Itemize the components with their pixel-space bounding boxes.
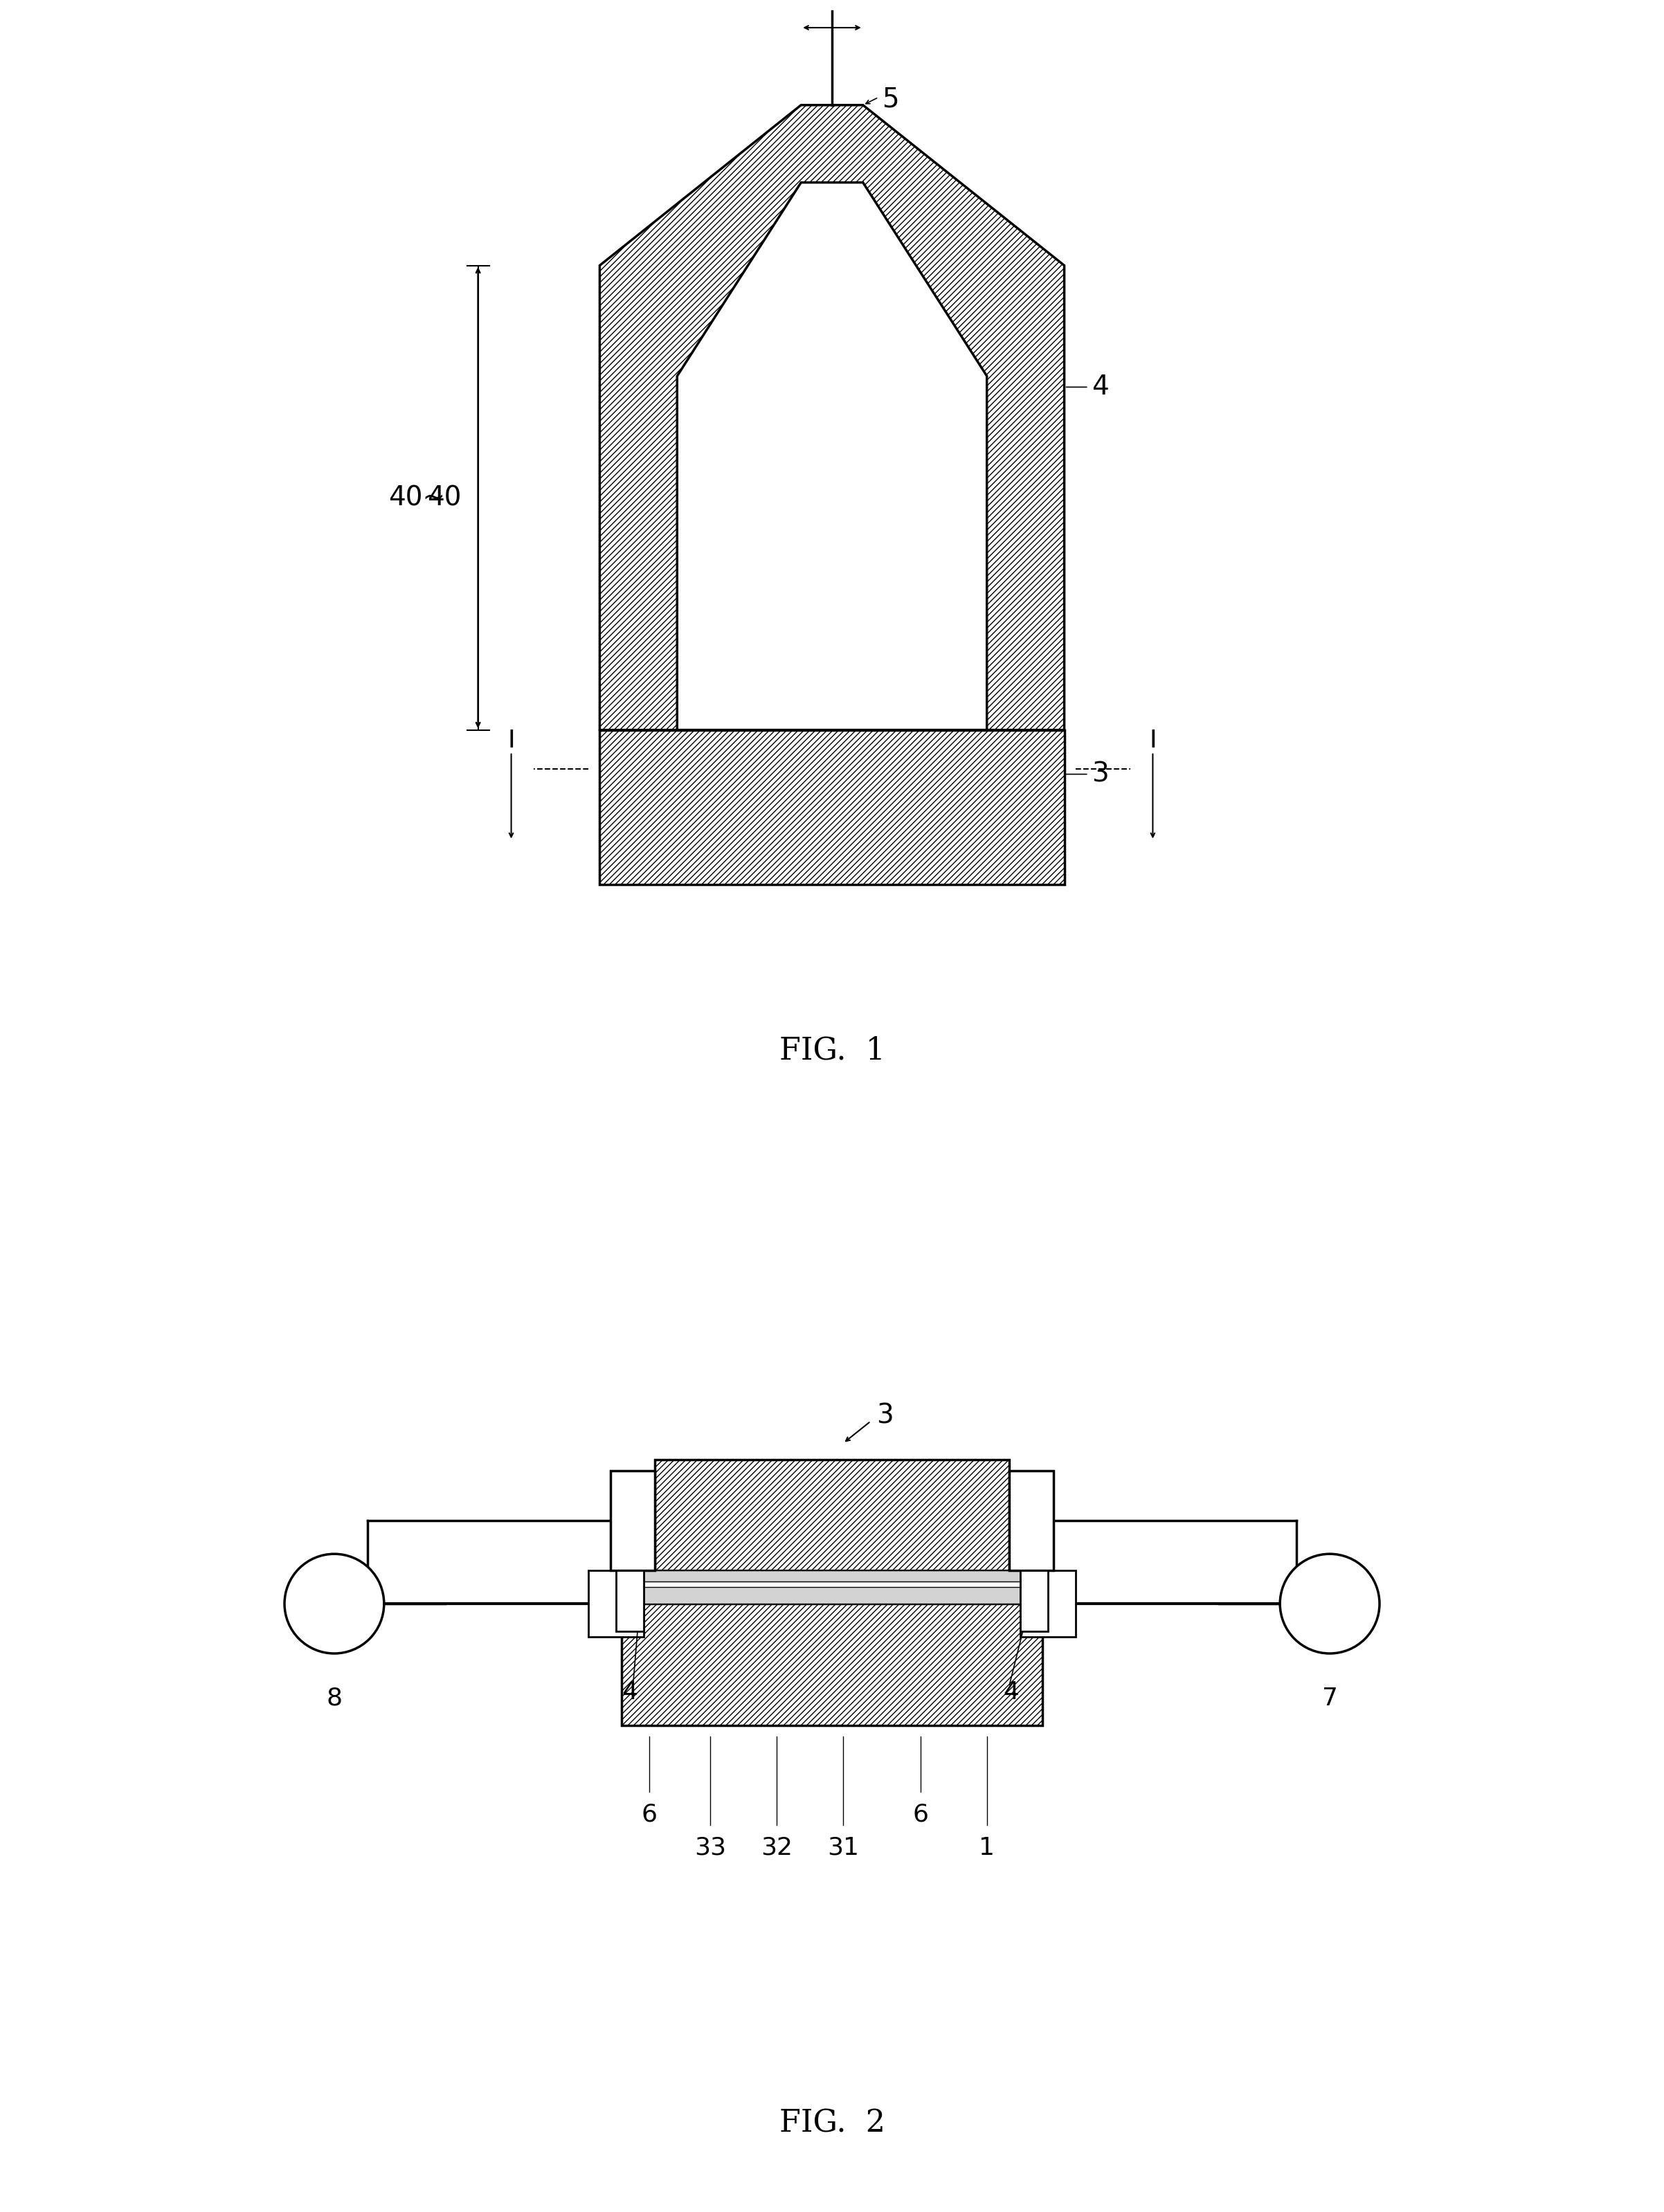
Text: 40: 40 <box>428 484 461 511</box>
Text: 5: 5 <box>882 86 899 113</box>
Bar <box>622 1604 1042 1725</box>
Text: 4: 4 <box>1092 374 1110 400</box>
Text: 3: 3 <box>877 1402 894 1429</box>
Text: 32: 32 <box>760 1836 792 1860</box>
Text: I: I <box>1150 728 1156 752</box>
Text: 33: 33 <box>694 1836 726 1860</box>
Text: FIG.  1: FIG. 1 <box>779 1035 885 1066</box>
Text: 31: 31 <box>827 1836 859 1860</box>
Bar <box>1020 1571 1048 1632</box>
Text: I: I <box>329 1588 339 1619</box>
PathPatch shape <box>599 104 1065 730</box>
Text: 1: 1 <box>978 1836 995 1860</box>
Text: FIG.  2: FIG. 2 <box>779 2108 885 2139</box>
Bar <box>1020 1571 1075 1637</box>
Text: 6: 6 <box>642 1803 657 1827</box>
Text: 8: 8 <box>326 1686 343 1710</box>
Text: I: I <box>508 728 514 752</box>
Bar <box>589 1571 644 1637</box>
Text: V: V <box>1318 1588 1341 1619</box>
Bar <box>616 1571 644 1632</box>
Bar <box>599 730 1065 885</box>
Text: 3: 3 <box>1092 761 1110 787</box>
Text: 6: 6 <box>912 1803 929 1827</box>
Bar <box>656 1460 1008 1571</box>
Bar <box>1008 1471 1053 1571</box>
Text: 50: 50 <box>815 0 849 4</box>
Bar <box>611 1471 656 1571</box>
Text: 40~: 40~ <box>388 484 444 511</box>
Text: 7: 7 <box>1321 1686 1338 1710</box>
Text: 4: 4 <box>622 1681 637 1703</box>
Circle shape <box>285 1553 384 1652</box>
Text: 4: 4 <box>1003 1681 1020 1703</box>
Circle shape <box>1280 1553 1379 1652</box>
